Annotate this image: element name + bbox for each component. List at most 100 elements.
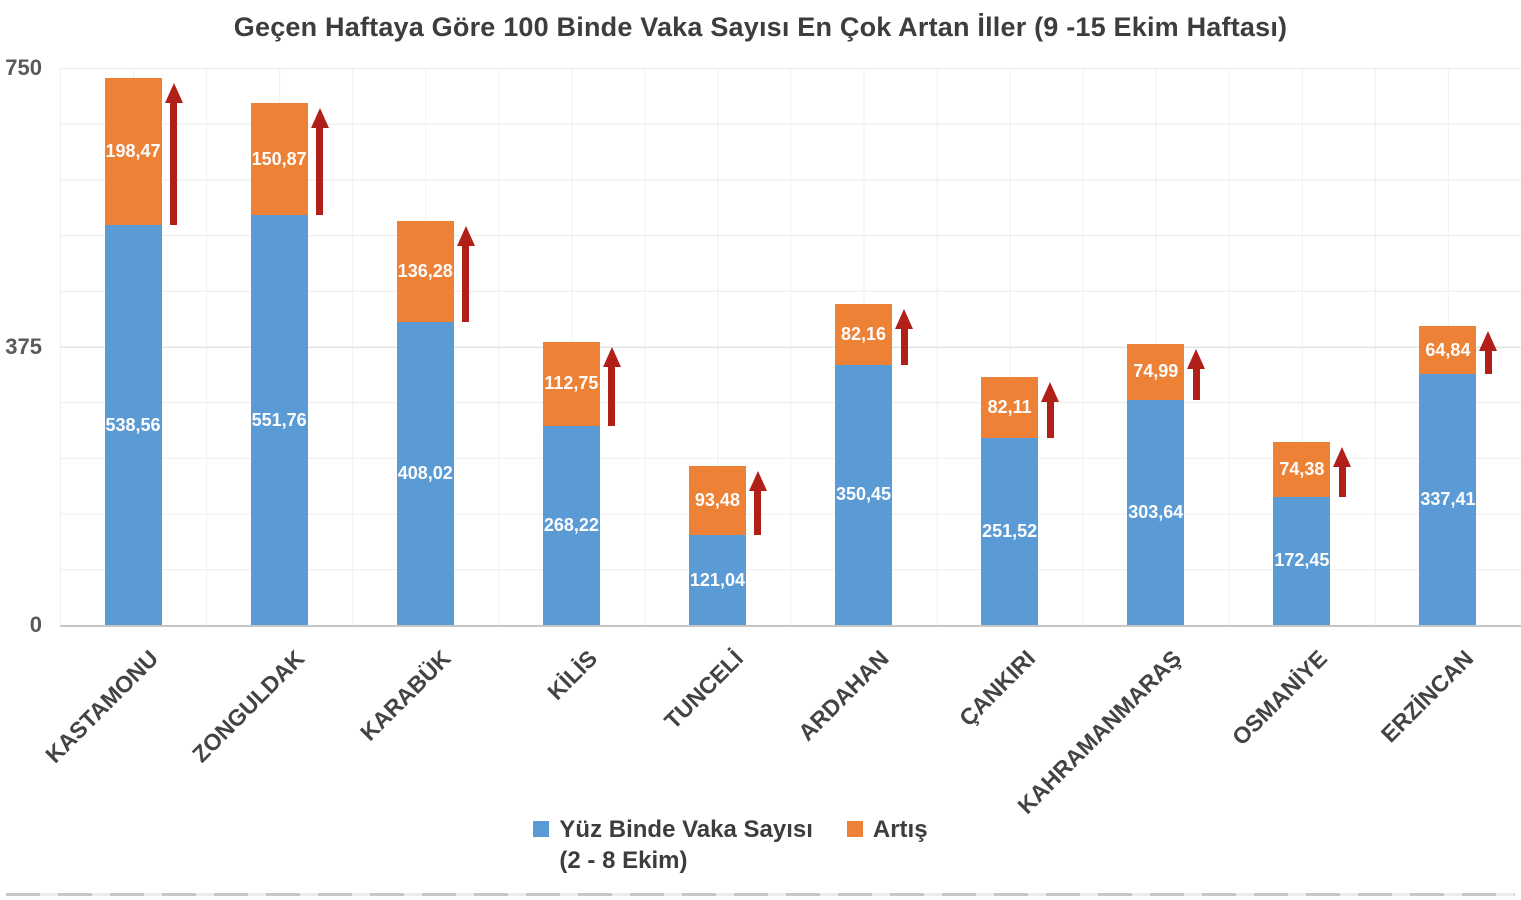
x-axis-label-zonguldak: ZONGULDAK	[187, 645, 310, 768]
plot-area: 198,47 538,56 150,87 551,76 136,28 408,02 112,…	[60, 68, 1521, 627]
increase-arrow-icon	[1333, 446, 1352, 497]
bar-segment-base: 408,02	[396, 321, 454, 625]
legend-item-increase: Artış	[846, 814, 928, 876]
arrow-shaft	[754, 490, 762, 536]
value-label-base: 538,56	[105, 414, 161, 435]
bar-ardahan: 82,16 350,45	[835, 303, 893, 625]
bar-kahramanmaraş: 74,99 303,64	[1127, 343, 1185, 625]
x-axis-label-çankırı: ÇANKIRI	[953, 645, 1041, 732]
value-label-increase: 82,11	[987, 397, 1032, 418]
value-label-base: 303,64	[1128, 501, 1184, 522]
x-axis-label-osmaniye: OSMANİYE	[1227, 645, 1333, 751]
arrow-head	[1479, 331, 1498, 352]
x-axis-label-kahramanmaraş: KAHRAMANMARAŞ	[1012, 645, 1187, 819]
bar-segment-increase: 136,28	[396, 220, 454, 322]
value-label-increase: 198,47	[105, 140, 161, 161]
gridline-375	[60, 346, 1521, 348]
x-axis-labels: KASTAMONU ZONGULDAK KARABÜK KİLİS TUNCELİ ARD…	[41, 625, 1521, 819]
x-axis-label-ardahan: ARDAHAN	[793, 645, 894, 746]
increase-arrow-icon	[1479, 331, 1498, 375]
arrow-head	[895, 308, 914, 329]
increase-arrow-icon	[602, 347, 621, 426]
value-label-increase: 64,84	[1425, 339, 1471, 360]
bar-segment-increase: 74,38	[1273, 441, 1331, 497]
legend-label-base: Yüz Binde Vaka Sayısı (2 - 8 Ekim)	[559, 814, 812, 876]
bar-segment-base: 551,76	[250, 215, 308, 625]
x-axis-label-karabük: KARABÜK	[355, 645, 456, 746]
value-label-base: 350,45	[836, 484, 892, 505]
value-label-base: 251,52	[982, 521, 1038, 542]
legend-item-base: Yüz Binde Vaka Sayısı (2 - 8 Ekim)	[533, 814, 813, 876]
bar-zonguldak: 150,87 551,76	[250, 103, 308, 625]
arrow-shaft	[316, 128, 324, 216]
arrow-shaft	[1046, 402, 1054, 439]
increase-arrow-icon	[456, 225, 475, 322]
bar-tunceli: 93,48 121,04	[688, 465, 746, 625]
bar-erzincan: 64,84 337,41	[1419, 326, 1477, 625]
arrow-shaft	[1192, 368, 1200, 400]
y-axis-tick-750: 750	[5, 55, 42, 80]
bar-segment-base: 172,45	[1273, 496, 1331, 625]
legend-label-base-line2: (2 - 8 Ekim)	[559, 847, 688, 875]
cropped-text-strip	[6, 893, 1515, 896]
arrow-shaft	[462, 245, 470, 322]
bar-kastamonu: 198,47 538,56	[104, 77, 162, 625]
y-axis-tick-0: 0	[29, 612, 42, 637]
increase-arrow-icon	[748, 470, 767, 536]
value-label-increase: 93,48	[694, 489, 740, 510]
bar-segment-increase: 150,87	[250, 103, 308, 216]
value-label-increase: 112,75	[544, 373, 599, 394]
x-axis-label-tunceli: TUNCELİ	[658, 645, 748, 734]
bar-segment-base: 538,56	[104, 225, 162, 625]
value-label-increase: 82,16	[841, 323, 887, 344]
arrow-head	[1041, 382, 1060, 403]
bar-karabük: 136,28 408,02	[396, 220, 454, 625]
chart-title: Geçen Haftaya Göre 100 Binde Vaka Sayısı…	[233, 12, 1288, 42]
arrow-head	[310, 108, 329, 129]
arrow-head	[164, 82, 183, 103]
value-label-increase: 150,87	[251, 148, 307, 169]
increase-arrow-icon	[1041, 382, 1060, 439]
arrow-head	[602, 347, 621, 368]
legend-swatch-increase	[846, 821, 863, 837]
arrow-shaft	[1484, 351, 1492, 375]
legend-swatch-base	[533, 821, 550, 837]
bar-segment-base: 303,64	[1127, 399, 1185, 625]
y-axis-tick-375: 375	[5, 333, 42, 359]
bar-segment-base: 268,22	[542, 425, 600, 625]
value-label-increase: 74,99	[1133, 361, 1179, 382]
value-label-base: 337,41	[1420, 489, 1476, 510]
bar-kilis: 112,75 268,22	[542, 342, 600, 625]
legend-label-base-line1: Yüz Binde Vaka Sayısı	[559, 816, 813, 843]
value-label-base: 268,22	[543, 514, 599, 535]
bar-segment-base: 337,41	[1419, 374, 1477, 625]
arrow-head	[1333, 446, 1352, 467]
legend: Yüz Binde Vaka Sayısı (2 - 8 Ekim) Artış	[0, 814, 1491, 876]
arrow-shaft	[170, 102, 178, 226]
arrow-shaft	[1338, 466, 1346, 497]
arrow-shaft	[900, 328, 908, 365]
value-label-base: 551,76	[251, 409, 307, 430]
increase-arrow-icon	[1187, 348, 1206, 400]
increase-arrow-icon	[164, 82, 183, 226]
arrow-head	[748, 470, 767, 491]
bar-segment-increase: 93,48	[688, 465, 746, 536]
bar-segment-increase: 82,16	[835, 303, 893, 365]
bar-segment-increase: 112,75	[542, 342, 600, 426]
value-label-increase: 74,38	[1279, 458, 1325, 479]
value-label-base: 121,04	[689, 569, 745, 590]
value-label-increase: 136,28	[397, 260, 453, 281]
value-label-base: 172,45	[1274, 550, 1330, 571]
bar-segment-base: 251,52	[981, 438, 1039, 625]
arrow-head	[456, 225, 475, 246]
value-label-base: 408,02	[397, 462, 453, 483]
x-axis-label-kastamonu: KASTAMONU	[40, 645, 164, 768]
arrow-shaft	[608, 367, 616, 426]
x-axis-label-erzincan: ERZİNCAN	[1375, 645, 1479, 748]
bar-osmaniye: 74,38 172,45	[1273, 441, 1331, 625]
bar-segment-base: 121,04	[688, 535, 746, 625]
increase-arrow-icon	[310, 108, 329, 216]
bar-segment-increase: 198,47	[104, 77, 162, 226]
bar-segment-base: 350,45	[835, 364, 893, 625]
